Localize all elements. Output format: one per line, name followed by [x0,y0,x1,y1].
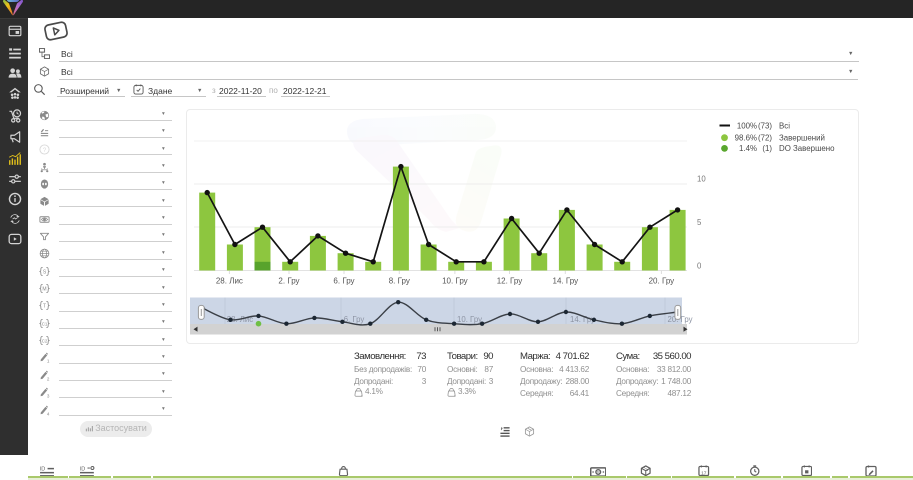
svg-text:1.4%: 1.4% [739,144,757,153]
svg-text:10. Гру: 10. Гру [457,315,482,324]
svg-text:100%: 100% [737,121,757,130]
svg-text:1: 1 [47,359,50,363]
svg-text:C2: C2 [42,338,48,343]
svg-text:S: S [596,469,599,475]
svg-text:98.6%: 98.6% [735,134,757,143]
svg-text:ID: ID [40,466,45,472]
svg-text:Всі: Всі [779,121,790,130]
svg-text:14. Гру: 14. Гру [553,276,579,285]
svg-text:0: 0 [697,262,702,271]
svg-text:28. Лис: 28. Лис [216,276,243,285]
svg-text:?: ? [43,147,47,154]
svg-text:ID: ID [80,466,85,472]
svg-text:x: x [361,394,363,397]
svg-text:14. Гру: 14. Гру [570,315,595,324]
svg-text:4: 4 [47,411,50,415]
svg-text:x: x [454,394,456,397]
svg-text:S: S [43,269,47,275]
svg-text:8. Гру: 8. Гру [389,276,410,285]
svg-text:DO Завершено: DO Завершено [779,144,835,153]
svg-text:5: 5 [697,218,702,227]
svg-text:10. Гру: 10. Гру [442,276,468,285]
svg-text:2: 2 [47,376,50,380]
svg-text:6. Гру: 6. Гру [333,276,354,285]
svg-text:C1: C1 [42,321,48,326]
svg-text:20. Гру: 20. Гру [668,315,693,324]
svg-text:T: T [43,304,46,310]
svg-text:20. Гру: 20. Гру [649,276,675,285]
svg-text:12. Гру: 12. Гру [497,276,523,285]
svg-text:3: 3 [47,394,50,398]
svg-text:(1): (1) [762,144,772,153]
svg-text:6. Гру: 6. Гру [344,315,365,324]
svg-text:2. Гру: 2. Гру [278,276,299,285]
svg-text:17: 17 [701,470,707,476]
svg-text:(73): (73) [758,121,772,130]
svg-text:Завершений: Завершений [779,134,825,143]
svg-text:10: 10 [697,175,706,184]
svg-text:(72): (72) [758,134,772,143]
svg-text:M: M [42,286,46,292]
